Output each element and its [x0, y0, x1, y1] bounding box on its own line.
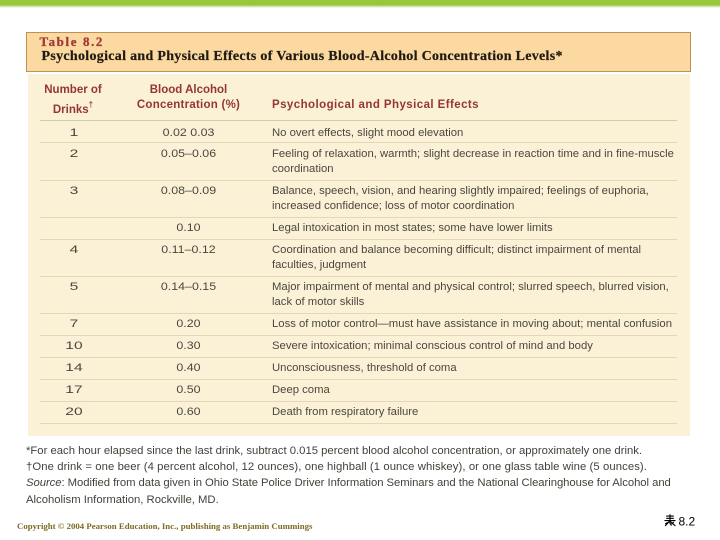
- svg-text:8.2: 8.2: [679, 515, 696, 529]
